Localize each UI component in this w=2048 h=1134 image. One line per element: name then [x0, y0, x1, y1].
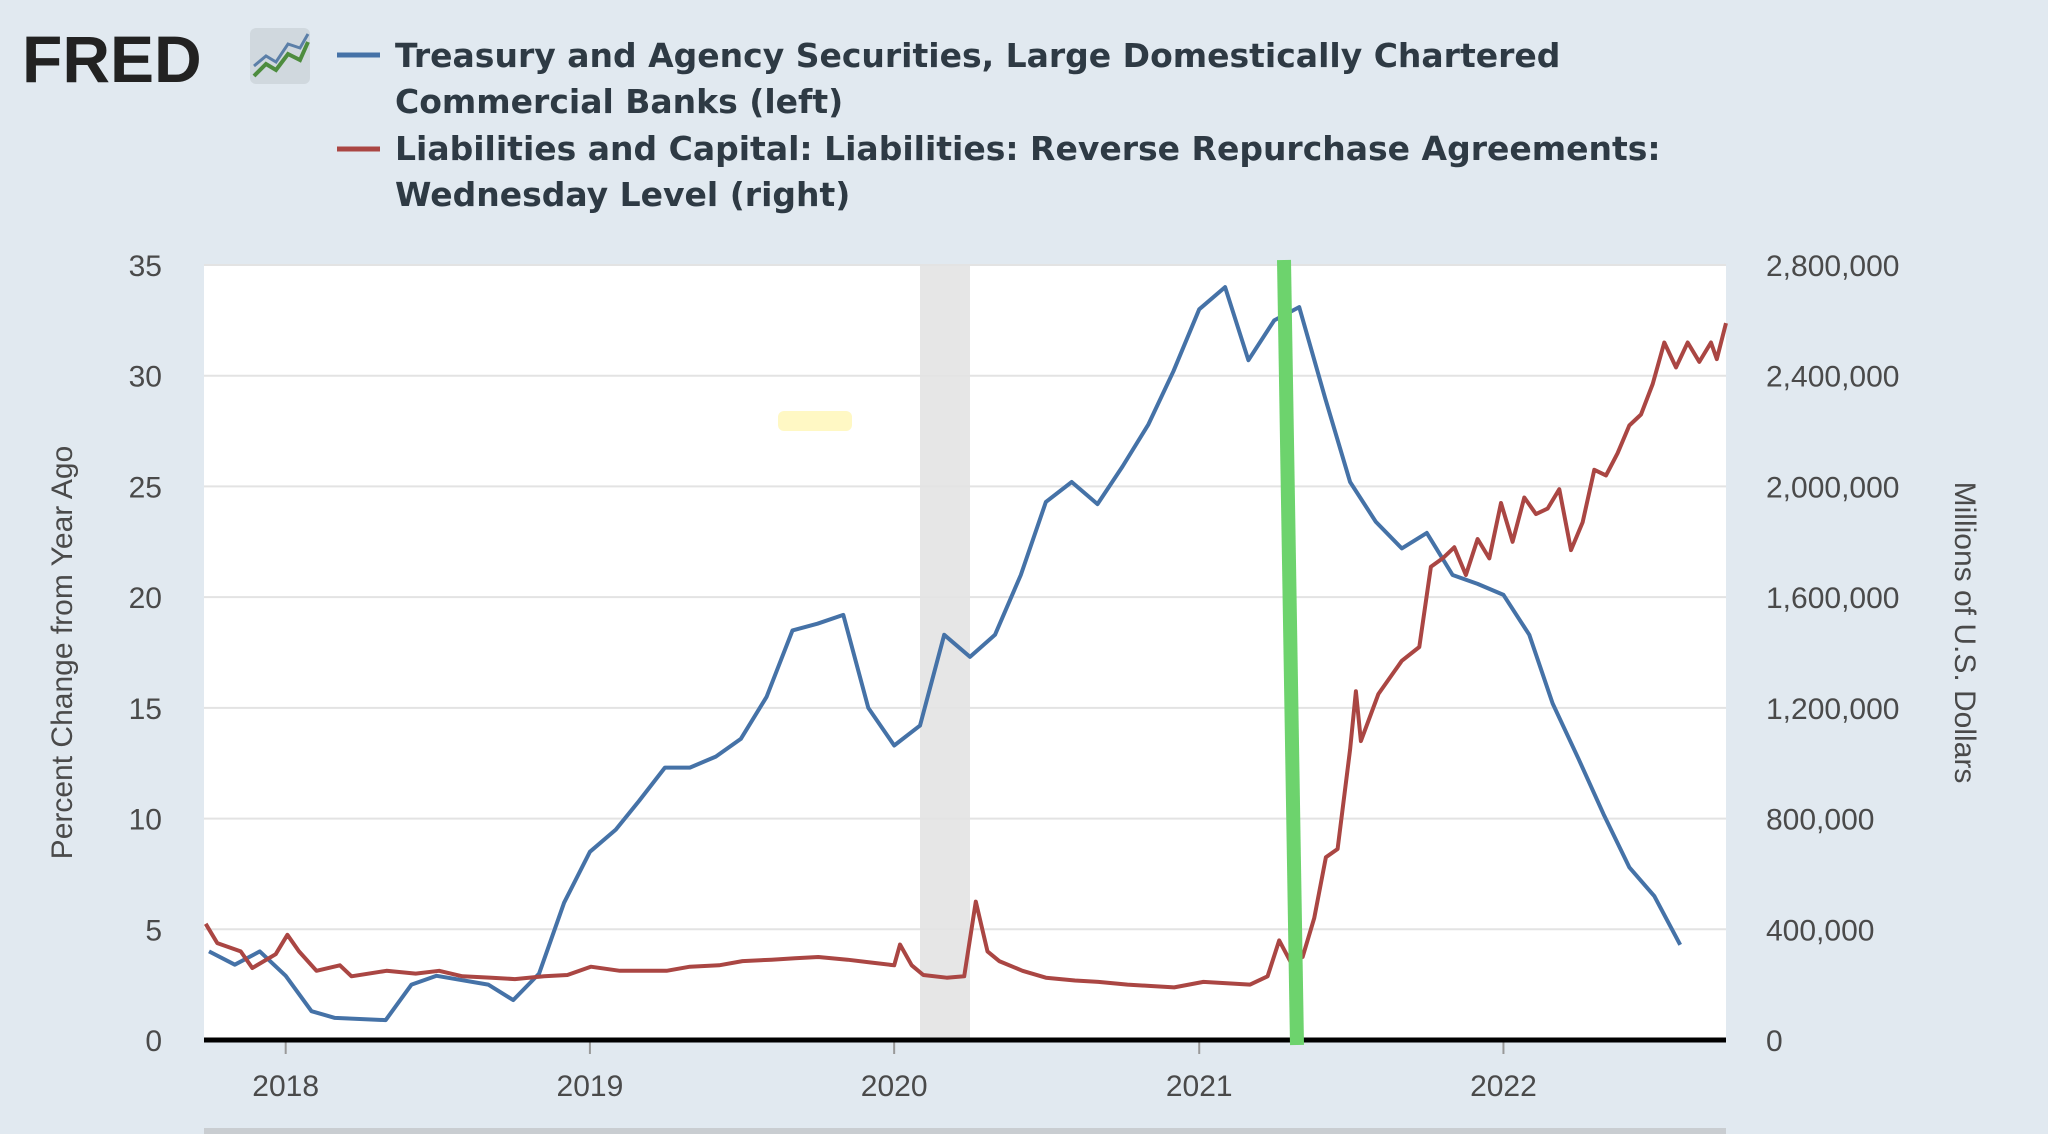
recession-bands	[919, 265, 971, 1040]
fred-logo[interactable]: FRED	[22, 22, 310, 96]
series-lines	[203, 285, 1728, 1023]
y-tick-label-left: 30	[129, 361, 162, 394]
gridlines	[204, 264, 1726, 931]
y-tick-label-right: 1,600,000	[1766, 582, 1899, 615]
y-axis-right-ticks: 0 400,000 800,000 1,200,000 1,600,000 2,000,0…	[1766, 250, 1899, 1058]
highlight-annotation	[778, 411, 852, 431]
series-line-2	[203, 322, 1728, 990]
y-tick-label-right: 0	[1766, 1025, 1783, 1058]
vertical-annotation-line	[1277, 259, 1304, 1046]
fred-logo-line-blue	[253, 33, 310, 68]
recession-band	[919, 265, 971, 1040]
legend: Treasury and Agency Securities, Large Do…	[337, 36, 1672, 214]
y-axis-right-title: Millions of U.S. Dollars	[1948, 482, 1981, 784]
series-line-1	[208, 285, 1682, 1023]
y-tick-label-right: 400,000	[1766, 914, 1874, 947]
x-tick-label: 2018	[252, 1070, 319, 1103]
y-tick-label-left: 0	[145, 1025, 162, 1058]
y-tick-label-left: 20	[129, 582, 162, 615]
x-axis-ticks: 2018 2019 2020 2021 2022	[252, 1040, 1537, 1103]
y-tick-label-left: 10	[129, 804, 162, 837]
y-axis-left-ticks: 0 5 10 15 20 25 30 35	[129, 250, 162, 1058]
y-tick-label-right: 2,800,000	[1766, 250, 1899, 283]
y-tick-label-left: 35	[129, 250, 162, 283]
range-slider-track[interactable]	[204, 1128, 1726, 1134]
legend-label-series-1: Treasury and Agency Securities, Large Do…	[395, 36, 1572, 121]
x-tick-label: 2021	[1166, 1070, 1233, 1103]
y-tick-label-right: 2,400,000	[1766, 361, 1899, 394]
y-tick-label-right: 2,000,000	[1766, 471, 1899, 504]
y-tick-label-right: 1,200,000	[1766, 693, 1899, 726]
fred-logo-line-green	[252, 41, 310, 78]
y-axis-left-title: Percent Change from Year Ago	[46, 446, 79, 860]
legend-label-series-2: Liabilities and Capital: Liabilities: Re…	[395, 129, 1672, 214]
y-tick-label-left: 15	[129, 693, 162, 726]
y-tick-label-left: 25	[129, 471, 162, 504]
x-tick-label: 2022	[1470, 1070, 1537, 1103]
y-tick-label-right: 800,000	[1766, 804, 1874, 837]
fred-logo-text: FRED	[22, 22, 202, 96]
x-tick-label: 2019	[557, 1070, 624, 1103]
x-tick-label: 2020	[861, 1070, 928, 1103]
y-tick-label-left: 5	[145, 914, 162, 947]
